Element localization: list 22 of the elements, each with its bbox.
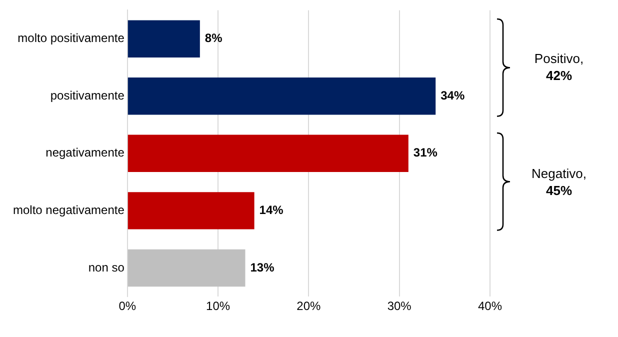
text: Positivo, 42% <box>534 51 584 84</box>
data-label: 14% <box>259 202 284 217</box>
bar <box>128 20 200 58</box>
y-tick-label: non so <box>88 260 125 274</box>
data-label: 31% <box>413 146 438 160</box>
x-tick-label: 40% <box>478 299 502 314</box>
data-label: 8% <box>204 31 223 46</box>
bar <box>128 249 246 287</box>
bar <box>128 134 408 172</box>
x-tick-label: 20% <box>296 299 322 314</box>
text: Negativo, 45% <box>532 166 586 198</box>
bar <box>128 78 436 115</box>
data-label: 34% <box>440 88 465 102</box>
y-tick-label: molto positivamente <box>18 31 125 46</box>
data-label: 13% <box>250 260 275 274</box>
y-tick-label: molto negativamente <box>12 202 125 217</box>
x-tick-label: 30% <box>387 299 412 314</box>
x-tick-label: 10% <box>206 299 230 314</box>
bar <box>128 192 254 230</box>
y-tick-label: positivamente <box>50 88 125 102</box>
y-tick-label: negativamente <box>46 146 125 160</box>
x-tick-label: 0% <box>118 299 136 314</box>
